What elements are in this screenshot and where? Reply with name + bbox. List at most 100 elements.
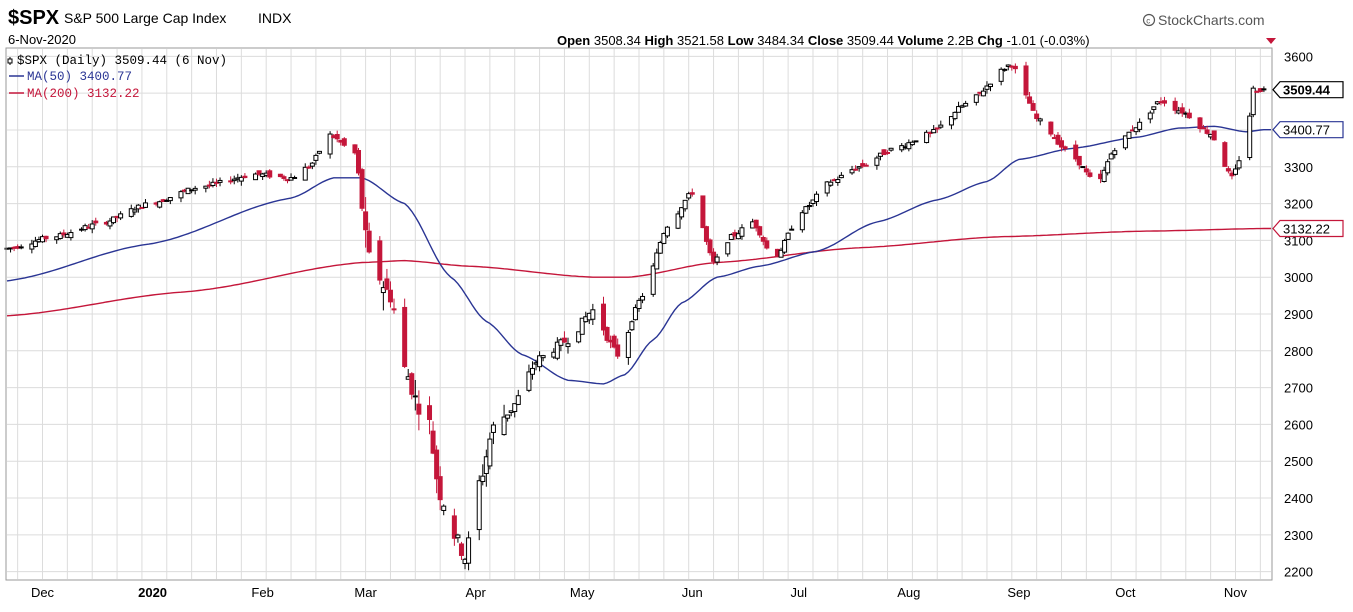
candle: [1201, 124, 1207, 130]
candle: [714, 253, 720, 266]
open-label: Open: [557, 33, 590, 48]
candle: [675, 210, 681, 230]
candle: [217, 177, 223, 187]
candle: [934, 127, 940, 133]
candle: [1122, 135, 1128, 151]
chg-label: Chg: [978, 33, 1003, 48]
candle: [277, 173, 283, 178]
close-label: Close: [808, 33, 843, 48]
candle: [856, 166, 862, 172]
candle: [292, 175, 298, 179]
candle: [998, 67, 1004, 86]
candle: [412, 379, 418, 411]
ma200-line: [6, 227, 1271, 317]
x-tick-label: Sep: [1007, 585, 1030, 600]
candle: [529, 361, 535, 380]
y-tick-label: 2200: [1284, 565, 1313, 580]
candle: [192, 185, 198, 195]
candle: [657, 240, 663, 254]
candle: [203, 185, 209, 193]
y-tick-label: 2500: [1284, 454, 1313, 469]
candle: [1232, 164, 1238, 176]
candle: [387, 281, 393, 308]
candle: [874, 155, 880, 170]
candle: [1225, 166, 1231, 174]
candle: [89, 220, 95, 234]
candle: [359, 167, 365, 212]
candle: [632, 304, 638, 321]
candle: [814, 191, 820, 206]
candle: [956, 101, 962, 113]
candle: [1073, 140, 1079, 162]
candle: [760, 235, 766, 246]
candle: [1147, 110, 1153, 124]
candle: [1172, 97, 1178, 115]
open-value: 3508.34: [594, 33, 641, 48]
low-label: Low: [728, 33, 755, 48]
candle: [661, 232, 667, 245]
candle: [526, 364, 532, 393]
candle: [1126, 131, 1132, 139]
candle: [1211, 130, 1217, 141]
candle: [441, 504, 447, 516]
candle: [391, 298, 397, 314]
candle: [689, 188, 695, 197]
candle: [579, 317, 585, 335]
candle: [1055, 132, 1061, 146]
y-tick-label: 3600: [1284, 49, 1313, 64]
candle: [615, 338, 621, 359]
x-tick-label: Oct: [1115, 585, 1136, 600]
candle: [327, 131, 333, 159]
ma200-tag: 3132.22: [1272, 219, 1344, 238]
y-tick-label: 3000: [1284, 270, 1313, 285]
brand[interactable]: c StockCharts.com: [1142, 12, 1265, 28]
x-axis: Dec 2020 Feb Mar Apr May Jun Jul Aug Sep Oct Nov: [31, 585, 1248, 600]
svg-text:3400.77: 3400.77: [1283, 123, 1330, 138]
grid: [7, 49, 1271, 579]
candle: [537, 351, 543, 372]
candle: [725, 242, 731, 257]
high-label: High: [644, 33, 673, 48]
candle: [313, 153, 319, 165]
candle: [267, 169, 273, 179]
candle: [1087, 169, 1093, 178]
svg-text:3132.22: 3132.22: [1283, 222, 1330, 237]
y-tick-label: 2400: [1284, 491, 1313, 506]
candle: [356, 147, 362, 176]
candle: [764, 237, 770, 250]
candle: [576, 331, 582, 344]
candle: [1247, 112, 1253, 161]
candle: [682, 199, 688, 212]
candle: [68, 229, 74, 241]
candle: [157, 200, 163, 209]
candle: [501, 404, 507, 436]
candle: [1062, 145, 1068, 152]
x-tick-label: Mar: [354, 585, 377, 600]
candle: [540, 354, 546, 362]
symbol-label: $SPX: [8, 7, 60, 29]
legend-price: $SPX (Daily) 3509.44 (6 Nov): [17, 54, 227, 68]
candle: [256, 170, 262, 177]
high-value: 3521.58: [677, 33, 724, 48]
candle: [629, 320, 635, 332]
candle: [1037, 117, 1043, 126]
candle: [1012, 63, 1018, 74]
y-tick-label: 2300: [1284, 528, 1313, 543]
close-value: 3509.44: [847, 33, 894, 48]
candle: [352, 144, 358, 155]
candle: [43, 235, 49, 243]
candle: [906, 139, 912, 152]
candle: [1048, 121, 1054, 137]
legend-ma200: MA(200) 3132.22: [27, 87, 140, 101]
price-tag: 3509.44: [1272, 81, 1344, 99]
x-tick-label: Apr: [466, 585, 487, 600]
candle: [863, 163, 869, 167]
candle: [1179, 103, 1185, 117]
copyright-icon: [1142, 13, 1156, 27]
candle: [1222, 141, 1228, 167]
candle: [561, 331, 567, 343]
candle: [210, 178, 216, 188]
candle: [600, 296, 606, 336]
y-tick-label: 3200: [1284, 197, 1313, 212]
